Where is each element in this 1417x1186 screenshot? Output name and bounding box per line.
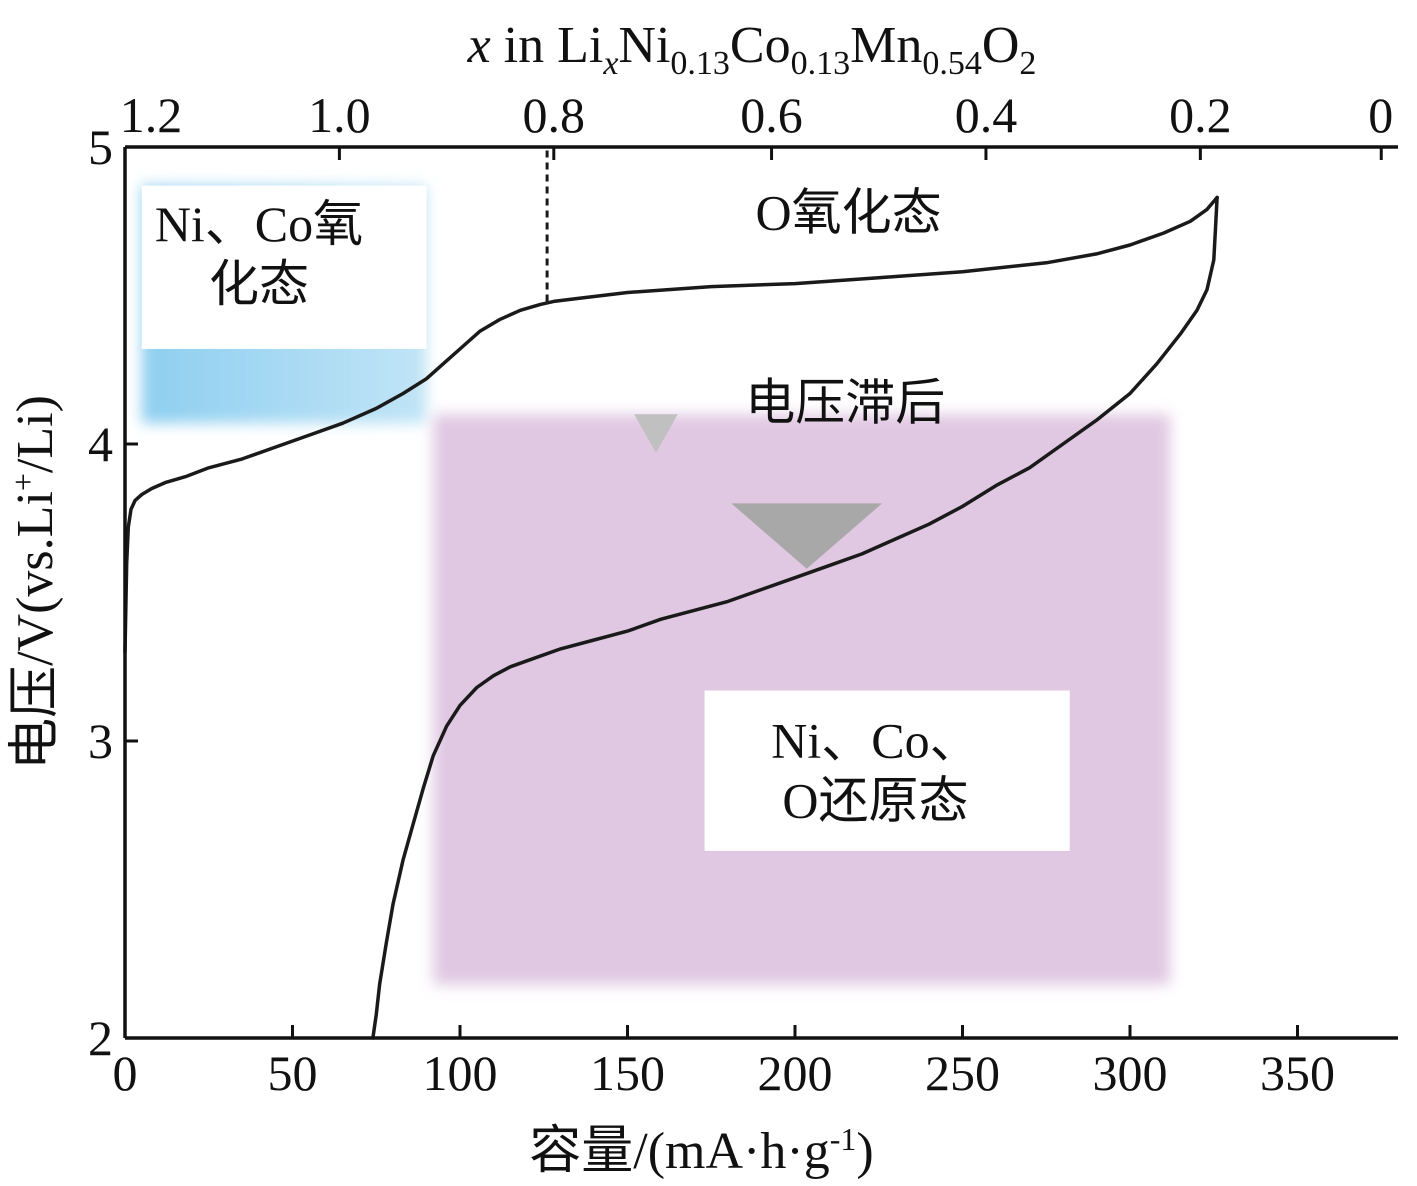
x-axis-title: 容量/(mA·h·g-1) (529, 1121, 873, 1180)
curves (123, 195, 1219, 1040)
x-tick-label: 200 (758, 1045, 833, 1101)
ticks: 0 50 100 150 200 250 300 350 2 3 4 51.2 1.0 0.8 0.6 0.4… (88, 87, 1393, 1101)
label-boxes (141, 185, 1070, 851)
x-tick-label: 150 (590, 1045, 665, 1101)
y-tick-label: 3 (88, 713, 113, 769)
annotation-box-1 (141, 185, 427, 349)
annotation-label-1: 化态 (209, 256, 309, 312)
top-tick-label: 1.0 (308, 87, 371, 143)
arrow-marker-1 (634, 414, 678, 453)
x-tick-label: 0 (113, 1045, 138, 1101)
axis-titles: 容量/(mA·h·g-1) 电压/V(vs.Li+/Li) x in LixNi0.… (5, 17, 1036, 1180)
discharge-curve (371, 195, 1219, 1040)
y-tick-label: 5 (88, 119, 113, 175)
top-tick-label: 0 (1368, 87, 1393, 143)
x-tick-label: 250 (925, 1045, 1000, 1101)
y-axis-title: 电压/V(vs.Li+/Li) (5, 395, 64, 770)
x-tick-label: 350 (1260, 1045, 1335, 1101)
top-tick-label: 1.2 (120, 87, 183, 143)
x-tick-label: 300 (1093, 1045, 1168, 1101)
annotation-label-4: O还原态 (782, 773, 968, 829)
charge-curve (123, 195, 1219, 654)
y-tick-label: 2 (88, 1010, 113, 1066)
annotation-box-4 (704, 690, 1070, 851)
annotation-label-3: 电压滞后 (745, 374, 945, 430)
top-tick-label: 0.6 (740, 87, 803, 143)
arrow-marker-2 (731, 503, 883, 569)
hysteresis-markers (634, 414, 883, 569)
x-tick-label: 50 (268, 1045, 318, 1101)
top-axis-title: x in LixNi0.13Co0.13Mn0.54O2 (467, 17, 1037, 82)
top-tick-label: 0.4 (955, 87, 1018, 143)
annotation-label-4: Ni、Co、 (771, 713, 979, 769)
y-tick-label: 4 (88, 416, 113, 472)
top-tick-label: 0.2 (1169, 87, 1232, 143)
top-tick-label: 0.8 (523, 87, 586, 143)
annotation-label-1: Ni、Co氧 (155, 196, 363, 252)
x-tick-label: 100 (423, 1045, 498, 1101)
annotation-label-2: O氧化态 (756, 184, 942, 240)
axes (123, 145, 1398, 1040)
